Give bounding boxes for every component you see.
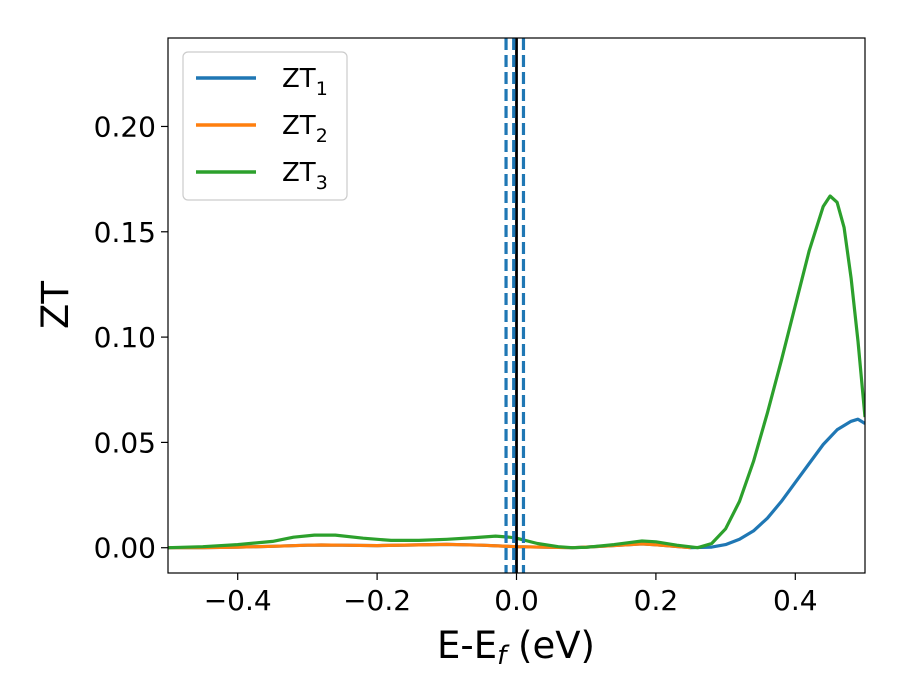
y-tick-label: 0.15 (94, 216, 156, 249)
series-line-zt3 (168, 194, 865, 550)
x-tick-label: 0.2 (634, 584, 679, 617)
legend-label-zt2: ZT2 (282, 111, 328, 147)
y-axis-title: ZT (34, 281, 77, 329)
legend: ZT1 ZT2 ZT3 (182, 51, 348, 201)
y-tick-label: 0.05 (94, 426, 156, 459)
x-tick-label: 0.4 (773, 584, 818, 617)
y-tick-label: 0.10 (94, 321, 156, 354)
x-tick-label: −0.2 (343, 584, 411, 617)
y-tick-label: 0.00 (94, 532, 156, 565)
y-tick-label: 0.20 (94, 110, 156, 143)
reference-lines (504, 38, 526, 573)
x-axis-ticks: −0.4 −0.2 0.0 0.2 0.4 (204, 573, 818, 617)
y-axis-ticks: 0.00 0.05 0.10 0.15 0.20 (94, 110, 168, 565)
series-lines (168, 194, 865, 550)
legend-label-zt1: ZT1 (282, 64, 328, 100)
x-axis-title: E-Ef (eV) (437, 624, 595, 671)
legend-label-zt3: ZT3 (282, 158, 328, 194)
legend-box (182, 51, 348, 201)
x-tick-label: −0.4 (204, 584, 272, 617)
x-tick-label: 0.0 (494, 584, 539, 617)
